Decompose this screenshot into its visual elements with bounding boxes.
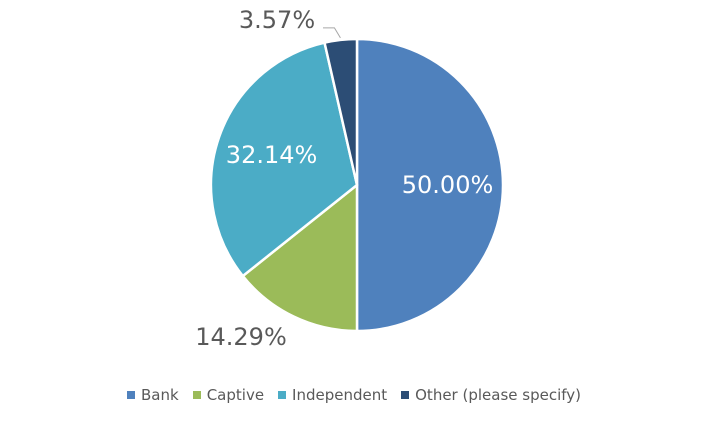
legend-swatch-captive [192, 391, 201, 399]
pie-slice-captive [241, 183, 359, 333]
pie-slice-independent [209, 41, 359, 278]
legend-label-other: Other (please specify) [415, 386, 581, 404]
data-label-bank: 50.00% [402, 171, 494, 199]
legend-swatch-bank [127, 391, 136, 399]
legend-label-independent: Independent [292, 386, 388, 404]
legend-item-bank: Bank [127, 386, 179, 404]
legend-swatch-other [401, 391, 410, 399]
pie-slices [209, 37, 505, 333]
legend-item-other: Other (please specify) [401, 386, 581, 404]
data-label-captive: 14.29% [195, 323, 287, 351]
legend-label-captive: Captive [206, 386, 265, 404]
pie-slice-other [323, 37, 359, 187]
legend-item-captive: Captive [192, 386, 265, 404]
legend-item-independent: Independent [278, 386, 387, 404]
pie-slice-bank [355, 37, 505, 333]
legend-swatch-independent [278, 391, 287, 399]
leader-line-other [323, 27, 341, 39]
chart-legend: Bank Captive Independent Other (please s… [0, 383, 708, 407]
legend-label-bank: Bank [141, 386, 179, 404]
data-labels: 50.00% 14.29% 32.14% 3.57% [195, 6, 493, 351]
data-label-independent: 32.14% [226, 141, 318, 169]
data-label-other: 3.57% [239, 6, 315, 34]
leader-lines [323, 27, 341, 39]
